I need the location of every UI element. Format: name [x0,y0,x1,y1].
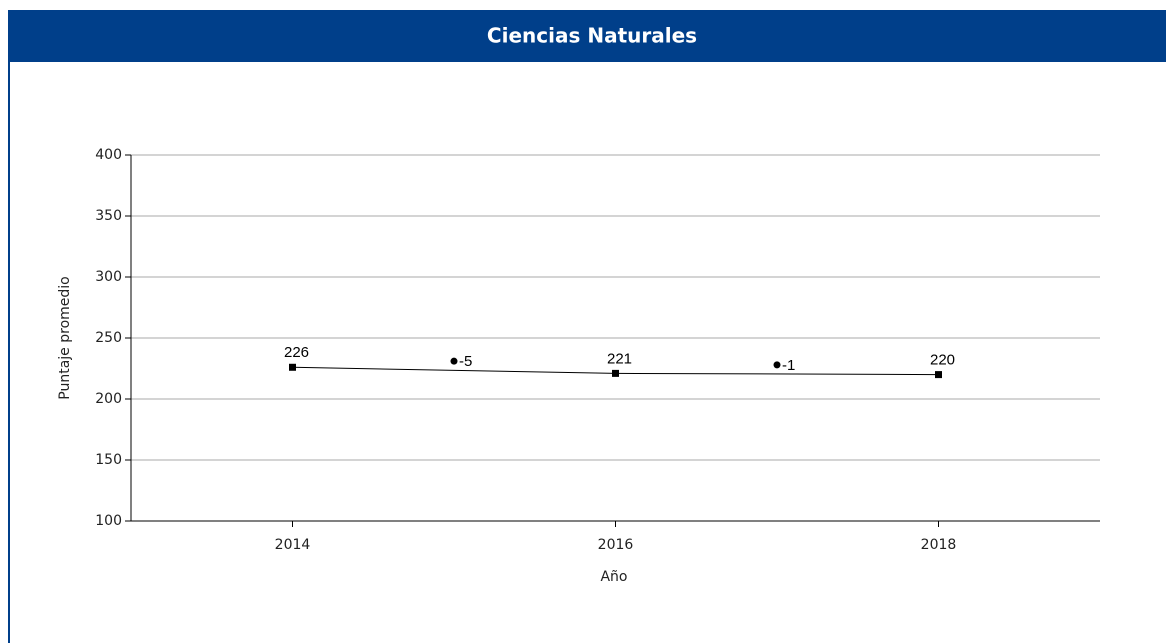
annotation-dot [450,357,458,365]
annotation-dot [773,361,781,369]
data-point [935,371,942,379]
y-axis-label: Puntaje promedio [57,276,73,399]
y-tick-label: 100 [95,513,122,529]
x-tick-label: 2018 [921,537,957,553]
annotation-label: -5 [459,353,472,370]
x-axis-label: Año [600,569,627,585]
annotation-label: -1 [782,357,795,374]
y-tick-label: 250 [95,330,122,346]
y-tick-label: 200 [95,391,122,407]
data-label: 221 [607,350,632,367]
x-tick-label: 2014 [275,537,311,553]
data-point [289,363,296,371]
y-tick-label: 300 [95,269,122,285]
data-point [612,369,619,377]
header-bar [8,10,1166,62]
y-tick-label: 400 [95,147,122,163]
chart-title: Ciencias Naturales [487,24,697,48]
data-label: 226 [284,344,309,361]
y-tick-label: 150 [95,452,122,468]
data-label: 220 [930,352,955,369]
x-tick-label: 2016 [598,537,634,553]
y-tick-label: 350 [95,208,122,224]
